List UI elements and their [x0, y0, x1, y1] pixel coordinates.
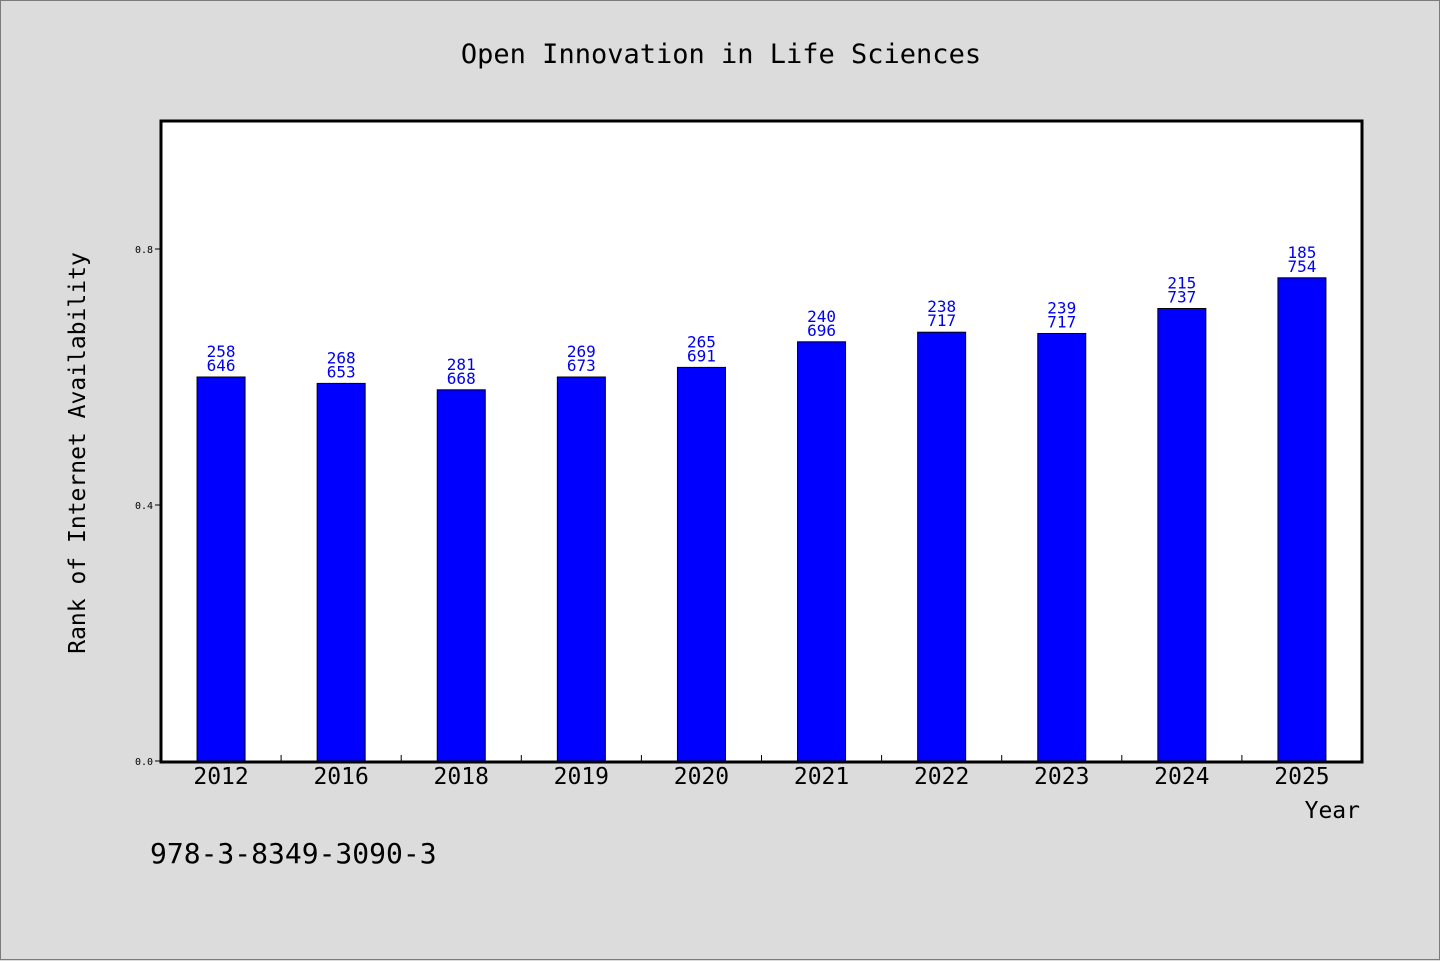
- chart-title: Open Innovation in Life Sciences: [461, 39, 981, 70]
- data-label-bottom: 653: [327, 362, 356, 381]
- data-label-bottom: 717: [927, 311, 956, 330]
- x-axis-ticks: 2012 2016 2018 2019 2020 2021 2022 2023 2024 2025: [193, 755, 1330, 790]
- bar-2025: [1277, 277, 1327, 762]
- bar-2024: [1157, 308, 1207, 762]
- data-label-bottom: 696: [807, 321, 836, 340]
- x-tick-label: 2023: [1034, 764, 1089, 790]
- x-tick-label: 2024: [1154, 764, 1209, 790]
- y-tick-label: 0.8: [135, 245, 153, 256]
- bar-2018: [436, 389, 486, 762]
- x-tick-label: 2019: [554, 764, 609, 790]
- y-axis-ticks: 0.0 0.4 0.8: [135, 245, 161, 768]
- bar-2021: [797, 341, 847, 762]
- data-label-top: 258: [207, 342, 236, 361]
- y-tick-label: 0.0: [135, 757, 153, 768]
- bar-2019: [556, 376, 606, 762]
- bar-2022: [917, 331, 967, 762]
- data-label-bottom: 717: [1047, 312, 1076, 331]
- bar-2023: [1037, 332, 1087, 762]
- y-axis-title: Rank of Internet Availability: [65, 252, 91, 654]
- x-tick-label: 2025: [1274, 764, 1329, 790]
- data-label-bottom: 673: [567, 356, 596, 375]
- bar-2020: [676, 366, 726, 762]
- data-label-top: 269: [567, 342, 596, 361]
- x-tick-label: 2018: [434, 764, 489, 790]
- data-label-bottom: 737: [1167, 288, 1196, 307]
- data-label-top: 215: [1167, 274, 1196, 293]
- data-label-top: 185: [1287, 243, 1316, 262]
- y-tick-label: 0.4: [135, 501, 153, 512]
- data-label-top: 281: [447, 355, 476, 374]
- data-label-bottom: 691: [687, 346, 716, 365]
- x-tick-label: 2022: [914, 764, 969, 790]
- x-tick-label: 2012: [193, 764, 248, 790]
- isbn-footer: 978-3-8349-3090-3: [150, 837, 437, 870]
- data-label-top: 265: [687, 332, 716, 351]
- data-label-bottom: 646: [207, 356, 236, 375]
- bar-2016: [316, 382, 366, 762]
- data-label-top: 239: [1047, 298, 1076, 317]
- x-tick-label: 2021: [794, 764, 849, 790]
- data-label-top: 268: [327, 348, 356, 367]
- data-label-bottom: 668: [447, 369, 476, 388]
- bar-2012: [196, 376, 246, 762]
- data-label-top: 238: [927, 297, 956, 316]
- x-tick-label: 2020: [674, 764, 729, 790]
- data-label-bottom: 754: [1287, 257, 1316, 276]
- x-tick-label: 2016: [313, 764, 368, 790]
- data-label-top: 240: [807, 307, 836, 326]
- x-axis-title: Year: [1305, 798, 1360, 824]
